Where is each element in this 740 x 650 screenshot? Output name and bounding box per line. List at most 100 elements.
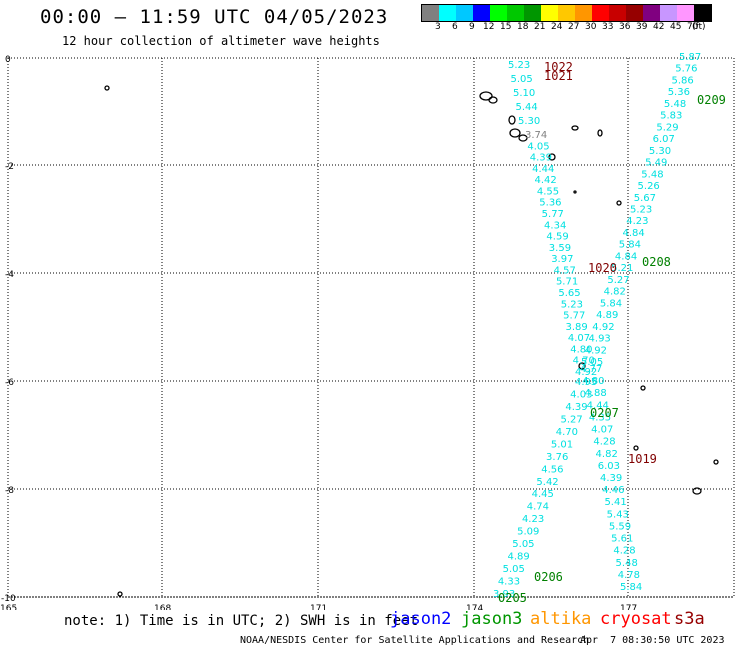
subtitle: 12 hour collection of altimeter wave hei…: [62, 34, 380, 48]
wave-height-label: 4.59: [546, 232, 568, 243]
wave-height-label: 5.65: [558, 288, 580, 299]
wave-height-label: 4.57: [554, 265, 576, 276]
scale-label: 24: [551, 22, 563, 32]
island: [548, 153, 556, 161]
scale-swatch: [609, 5, 626, 21]
scale-label: 45: [670, 22, 682, 32]
wave-height-label: 4.78: [618, 570, 640, 581]
wave-height-label: 5.30: [649, 146, 671, 157]
time-label: 1020: [588, 261, 617, 275]
wave-height-label: 5.77: [542, 209, 564, 220]
lat-label: -4: [5, 270, 14, 280]
wave-height-label: 4.84: [622, 228, 644, 239]
wave-height-label: 4.07: [591, 425, 613, 436]
wave-height-label: 5.48: [641, 169, 663, 180]
wave-height-label: 4.92: [592, 322, 614, 333]
scale-swatch: [592, 5, 609, 21]
scale-swatch: [575, 5, 592, 21]
wave-height-label: 5.09: [517, 527, 539, 538]
wave-height-label: 4.44: [532, 164, 554, 175]
wave-height-label: 4.34: [544, 220, 566, 231]
wave-height-label: 4.39: [530, 153, 552, 164]
wave-height-label: 5.26: [638, 181, 660, 192]
wave-height-label: 5.29: [656, 122, 678, 133]
wave-height-label: 4.23: [626, 216, 648, 227]
island: [640, 385, 646, 391]
wave-height-label: 4.80: [570, 344, 592, 355]
legend-cryosat: cryosat: [600, 609, 672, 629]
wave-height-label: 5.27: [561, 414, 583, 425]
scale-label: 12: [483, 22, 495, 32]
wave-height-label: 4.95: [575, 377, 597, 388]
wave-height-label: 3.97: [551, 254, 573, 265]
wave-height-label: 5.84: [600, 298, 622, 309]
wave-height-label: 5.76: [675, 64, 697, 75]
wave-height-label: 4.05: [527, 141, 549, 152]
wave-height-label: 5.49: [645, 158, 667, 169]
lat-label: -8: [5, 486, 14, 496]
wave-height-label: 5.71: [556, 277, 578, 288]
time-label: 0206: [534, 570, 563, 584]
lon-label: 168: [154, 604, 171, 610]
scale-swatch: [473, 5, 490, 21]
wave-height-label: 4.77: [580, 364, 602, 375]
scale-label: 30: [585, 22, 597, 32]
lat-label: -2: [5, 162, 14, 172]
credit: NOAA/NESDIS Center for Satellite Applica…: [240, 635, 590, 646]
wave-height-label: 4.55: [537, 186, 559, 197]
wave-height-label: 4.44: [587, 400, 609, 411]
island: [578, 362, 586, 370]
time-label: 1021: [544, 69, 573, 83]
scale-swatch: [456, 5, 473, 21]
time-label: 1019: [628, 452, 657, 466]
wave-height-label: 6.07: [653, 134, 675, 145]
wave-height-label: 4.89: [507, 552, 529, 563]
island: [692, 487, 702, 495]
wave-height-label: 5.87: [679, 52, 701, 63]
lon-label: 171: [310, 604, 327, 610]
scale-swatch: [524, 5, 541, 21]
legend-s3a: s3a: [674, 609, 705, 629]
wave-height-label: 4.33: [498, 577, 520, 588]
scale-label: 39: [636, 22, 648, 32]
scale-swatch: [626, 5, 643, 21]
wave-height-label: 5.23: [508, 60, 530, 71]
wave-height-label: 4.93: [589, 334, 611, 345]
island: [518, 134, 528, 142]
wave-height-label: 5.27: [607, 275, 629, 286]
lon-label: 174: [466, 604, 483, 610]
wave-height-label: 5.23: [630, 205, 652, 216]
lat-label: -10: [1, 594, 16, 604]
date: Apr 7 08:30:50 UTC 2023: [580, 635, 725, 646]
wave-height-label: 5.36: [668, 87, 690, 98]
wave-height-label: 5.84: [620, 582, 642, 593]
wave-height-label: 4.42: [535, 175, 557, 186]
legend-jason2: jason2: [390, 609, 452, 629]
wave-height-label: 5.01: [551, 439, 573, 450]
scale-label: 36: [619, 22, 631, 32]
lon-label: 177: [620, 604, 637, 610]
wave-height-label: 5.21: [611, 263, 633, 274]
legend-jason3: jason3: [461, 609, 523, 629]
wave-height-label: 4.92: [575, 367, 597, 378]
scale-label: 33: [602, 22, 614, 32]
wave-height-label: 4.46: [602, 485, 624, 496]
wave-height-label: 4.74: [527, 502, 549, 513]
time-label: 1022: [544, 60, 573, 74]
island: [573, 190, 577, 194]
wave-height-label: 4.28: [613, 546, 635, 557]
wave-height-label: 5.77: [563, 311, 585, 322]
island: [479, 91, 493, 101]
scale-swatch: [439, 5, 456, 21]
scale-label: 27: [568, 22, 580, 32]
island: [104, 85, 110, 91]
wave-height-label: 4.23: [522, 514, 544, 525]
wave-height-label: 5.61: [611, 534, 633, 545]
lon-label: 165: [0, 604, 17, 610]
island: [117, 591, 123, 597]
wave-height-label: 4.82: [604, 287, 626, 298]
wave-height-label: 5.36: [539, 198, 561, 209]
wave-height-label: 4.56: [541, 464, 563, 475]
wave-height-label: 5.23: [561, 299, 583, 310]
lat-label: -6: [5, 378, 14, 388]
